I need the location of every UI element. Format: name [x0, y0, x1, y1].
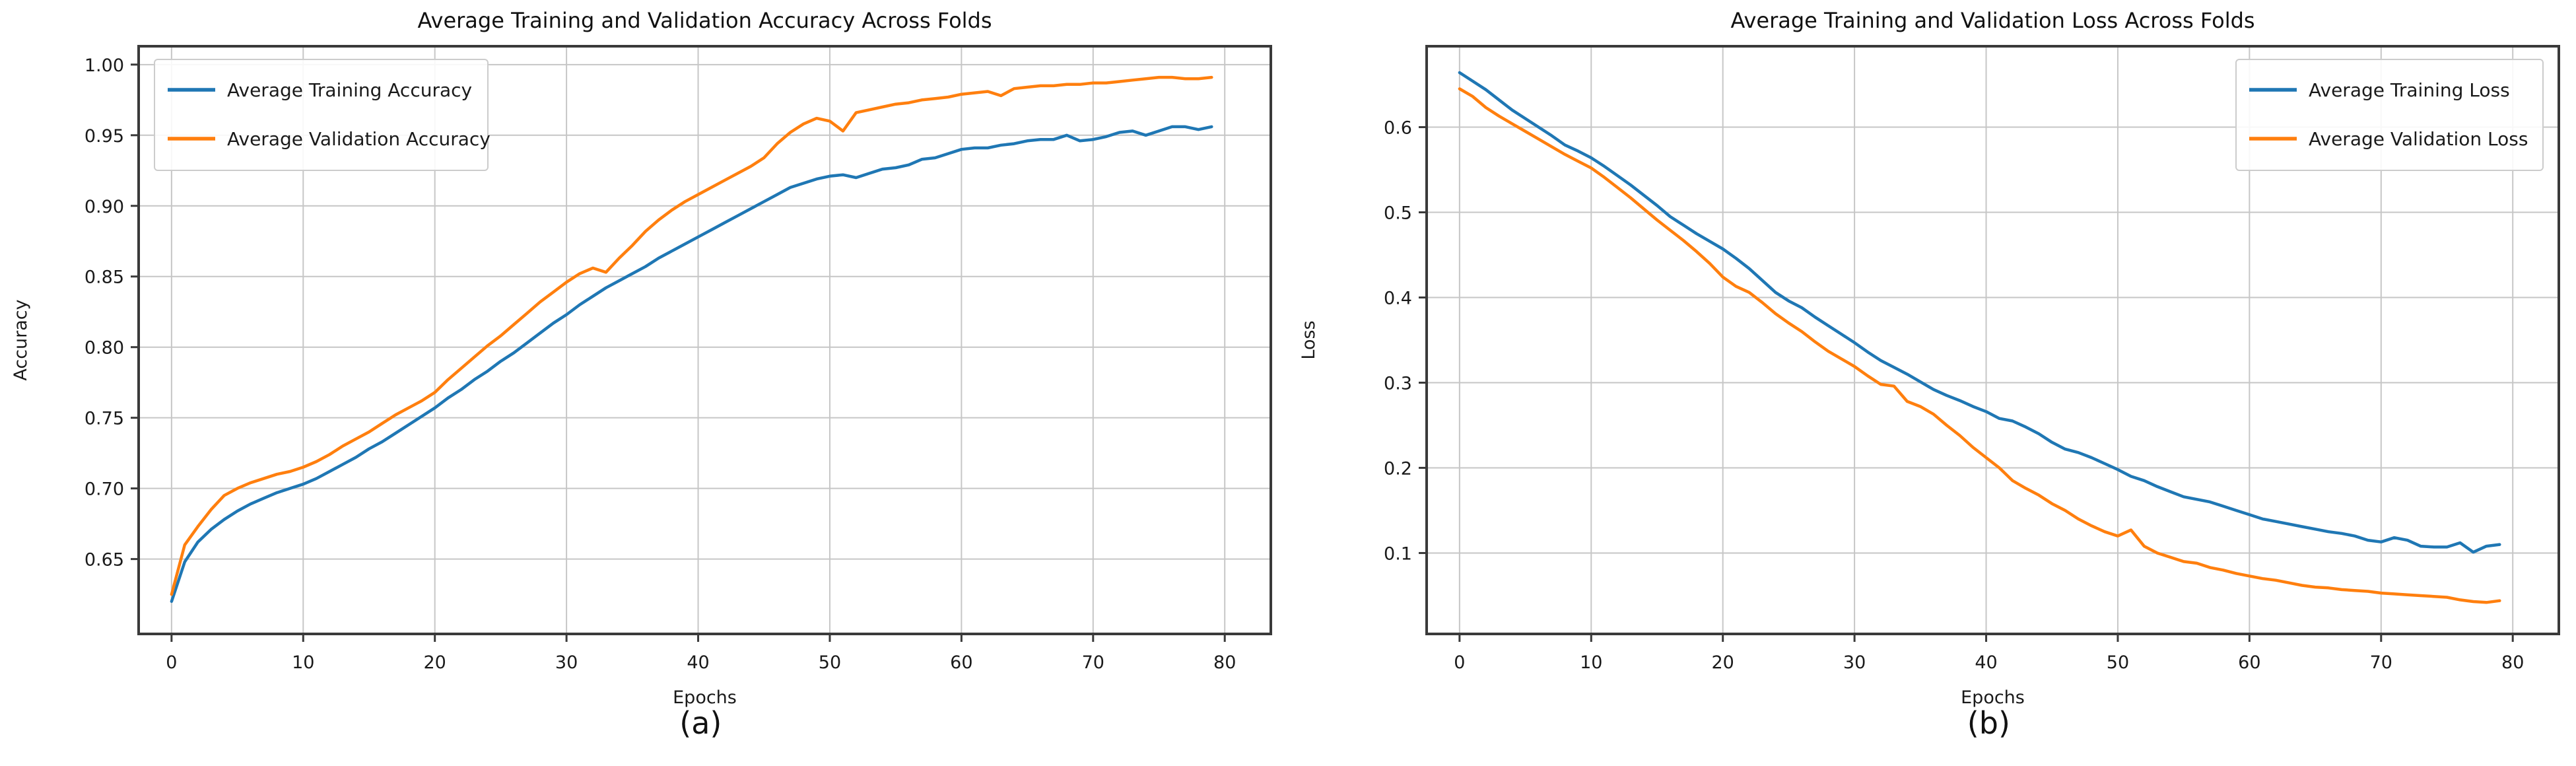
x-tick-label: 80 [2501, 652, 2524, 673]
series-line-training [170, 125, 1213, 604]
x-tick-label: 0 [1454, 652, 1465, 673]
series-line-validation [1458, 87, 2501, 604]
y-axis-label: Accuracy [11, 299, 31, 380]
accuracy-chart-panel: 0 10 20 30 40 50 60 70 80 0.65 0.70 0.75 0.80 0.85 0.9… [11, 8, 1272, 741]
x-tick-label: 40 [1975, 652, 1997, 673]
legend: Average Training Accuracy Average Validat… [154, 59, 491, 171]
x-tick-label: 10 [292, 652, 314, 673]
axis-ticks: 0 10 20 30 40 50 60 70 80 0.65 0.70 0.75 0.80 0.85 0.9… [85, 55, 1237, 673]
y-tick-label: 0.75 [85, 409, 124, 429]
y-tick-label: 0.2 [1384, 458, 1412, 479]
x-tick-label: 50 [819, 652, 841, 673]
legend-box [154, 59, 489, 171]
x-axis-label: Epochs [1961, 687, 2025, 708]
legend: Average Training Loss Average Validation … [2235, 59, 2544, 171]
x-tick-label: 80 [1213, 652, 1236, 673]
legend-label: Average Training Accuracy [227, 79, 472, 101]
x-tick-label: 0 [166, 652, 177, 673]
x-tick-label: 60 [2238, 652, 2260, 673]
x-tick-label: 30 [1843, 652, 1866, 673]
series-line-training [1458, 71, 2501, 554]
y-tick-label: 0.65 [85, 550, 124, 571]
legend-label: Average Training Loss [2309, 79, 2510, 101]
x-tick-label: 50 [2107, 652, 2129, 673]
caption-a: (a) [679, 705, 722, 741]
y-tick-label: 0.1 [1384, 543, 1412, 564]
y-tick-label: 0.85 [85, 267, 124, 288]
x-tick-label: 60 [950, 652, 972, 673]
y-tick-label: 0.3 [1384, 373, 1412, 394]
gridlines [139, 46, 1271, 634]
legend-label: Average Validation Loss [2309, 128, 2528, 150]
plot-border [1425, 45, 2560, 635]
loss-chart-panel: 0 10 20 30 40 50 60 70 80 0.1 0.2 0.3 0.4 0.5 0.6 Avera… [1288, 0, 2576, 766]
y-tick-label: 0.5 [1384, 203, 1412, 224]
chart-title: Average Training and Validation Loss Acr… [1730, 8, 2254, 33]
caption-b: (b) [1967, 705, 2010, 741]
x-tick-label: 40 [687, 652, 709, 673]
y-axis-label: Loss [1299, 320, 1319, 359]
y-tick-label: 0.80 [85, 338, 124, 359]
x-tick-label: 30 [555, 652, 578, 673]
series-line-validation [170, 75, 1213, 596]
x-tick-label: 10 [1580, 652, 1602, 673]
chart-title: Average Training and Validation Accuracy… [417, 8, 992, 33]
y-tick-label: 0.6 [1384, 118, 1412, 139]
y-tick-label: 1.00 [85, 55, 124, 76]
x-tick-label: 70 [2370, 652, 2392, 673]
x-axis-label: Epochs [673, 687, 737, 708]
accuracy-chart: 0 10 20 30 40 50 60 70 80 0.65 0.70 0.75 0.80 0.85 0.9… [11, 8, 1272, 708]
plot-border [137, 45, 1272, 635]
axis-ticks: 0 10 20 30 40 50 60 70 80 0.1 0.2 0.3 0.4 0.5 0.6 [1384, 118, 2524, 673]
y-tick-label: 0.95 [85, 126, 124, 147]
x-tick-label: 70 [1082, 652, 1104, 673]
y-tick-label: 0.70 [85, 479, 124, 500]
legend-box [2235, 59, 2544, 171]
y-tick-label: 0.4 [1384, 289, 1412, 309]
loss-chart: 0 10 20 30 40 50 60 70 80 0.1 0.2 0.3 0.4 0.5 0.6 Avera… [1299, 8, 2560, 708]
x-tick-label: 20 [1712, 652, 1734, 673]
legend-label: Average Validation Accuracy [227, 128, 491, 150]
x-tick-label: 20 [424, 652, 446, 673]
y-tick-label: 0.90 [85, 197, 124, 217]
